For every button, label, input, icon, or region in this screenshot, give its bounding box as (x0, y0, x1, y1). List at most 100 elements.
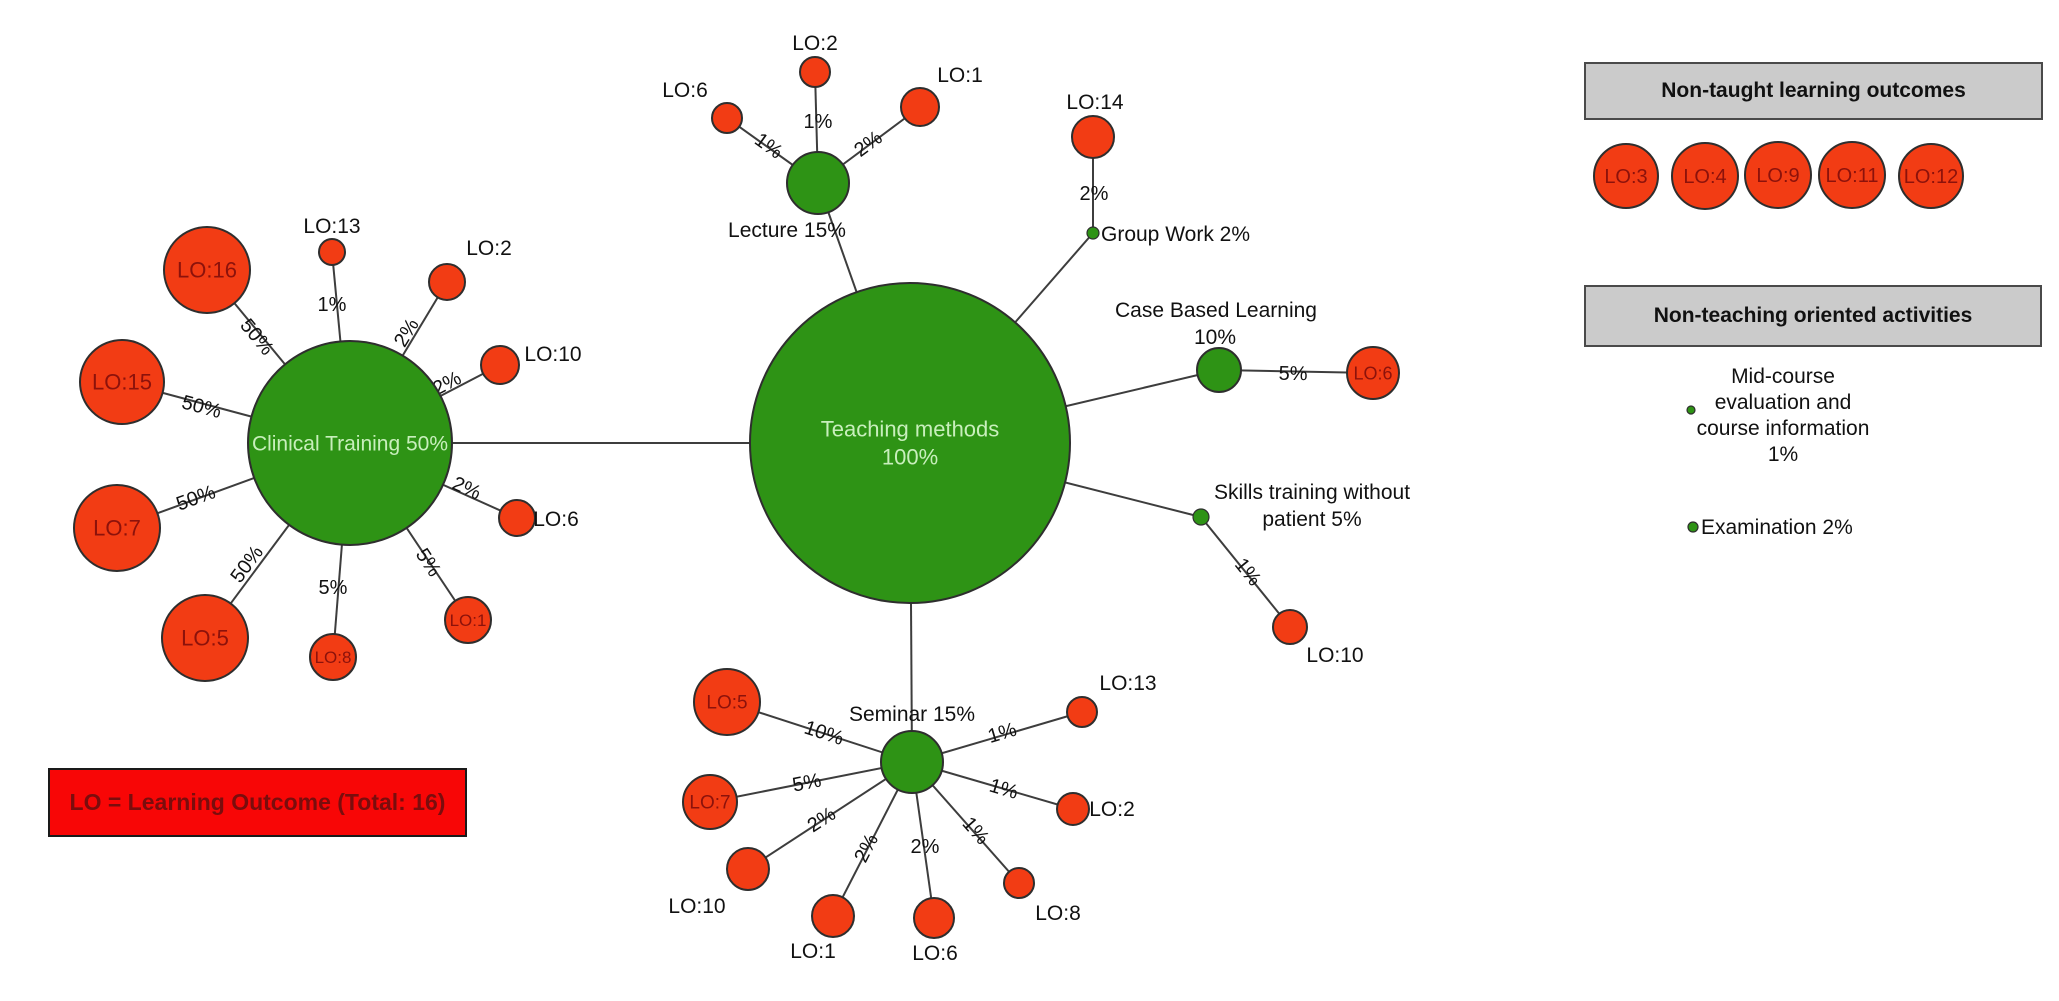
lo-legend-label: LO = Learning Outcome (Total: 16) (69, 789, 446, 815)
edge-seminar-s-lo7 (709, 761, 913, 803)
edge-label-seminar-s-lo10: 2% (804, 803, 840, 837)
node-inner-label-c-lo1: LO:1 (450, 611, 487, 630)
node-label-skills-0: Skills training without (1214, 481, 1410, 504)
node-label-l-lo1-0: LO:1 (937, 64, 983, 87)
node-label-skills-1: patient 5% (1262, 508, 1361, 531)
edge-label-clinical-c-lo8: 5% (319, 577, 348, 599)
node-exam (1687, 521, 1699, 533)
edge-label-seminar-s-lo13: 1% (985, 719, 1019, 748)
node-label-midcourse-0: Mid-course (1731, 365, 1835, 388)
node-s-lo5 (693, 668, 761, 736)
node-nt-lo12 (1898, 143, 1964, 209)
edge-label-seminar-s-lo5: 10% (801, 717, 846, 750)
node-s-lo8 (1003, 867, 1035, 899)
node-inner-label-s-lo7: LO:7 (689, 793, 730, 814)
node-clinical (247, 340, 453, 546)
edge-label-clinical-c-lo6: 2% (449, 473, 485, 505)
node-c-lo6 (498, 499, 536, 537)
node-label-lecture-0: Lecture 15% (728, 219, 846, 242)
node-skills (1192, 508, 1210, 526)
node-nt-lo11 (1818, 141, 1886, 209)
node-inner-label-cb-lo6: LO:6 (1353, 363, 1392, 383)
node-inner-label-nt-lo11: LO:11 (1826, 165, 1879, 187)
node-seminar (880, 730, 944, 794)
node-inner-label-c-lo16: LO:16 (177, 258, 237, 283)
node-l-lo2 (799, 56, 831, 88)
node-inner-label-c-lo8: LO:8 (315, 648, 352, 667)
node-label-midcourse-1: evaluation and (1715, 391, 1852, 414)
edge-label-groupwork-g-lo14: 2% (1080, 183, 1109, 205)
node-g-lo14 (1071, 115, 1115, 159)
node-s-lo13 (1066, 696, 1098, 728)
node-inner-label-c-lo5: LO:5 (181, 626, 229, 651)
edge-label-seminar-s-lo2: 1% (987, 775, 1021, 804)
node-s-lo1 (811, 894, 855, 938)
node-label-s-lo10-0: LO:10 (668, 895, 725, 918)
node-inner-label-nt-lo12: LO:12 (1904, 166, 1958, 188)
node-label-c-lo2-0: LO:2 (466, 237, 512, 260)
node-label-c-lo10-0: LO:10 (524, 343, 581, 366)
edge-label-clinical-c-lo13: 1% (318, 294, 347, 316)
node-c-lo16 (163, 226, 251, 314)
node-c-lo7 (73, 484, 161, 572)
non-teaching-activities-header: Non-teaching oriented activities (1584, 285, 2042, 347)
node-sk-lo10 (1272, 609, 1308, 645)
edge-label-seminar-s-lo1: 2% (850, 830, 883, 866)
node-c-lo8 (309, 633, 357, 681)
node-label-cbl-0: Case Based Learning (1115, 299, 1317, 322)
node-label-seminar-0: Seminar 15% (849, 703, 975, 726)
node-c-lo5 (161, 594, 249, 682)
node-inner-label-teaching: 100% (882, 445, 938, 470)
edge-seminar-s-lo10 (747, 761, 913, 870)
lo-legend-box: LO = Learning Outcome (Total: 16) (48, 768, 467, 837)
node-l-lo6 (711, 102, 743, 134)
edge-label-lecture-l-lo1: 2% (850, 127, 886, 162)
node-inner-label-c-lo7: LO:7 (93, 516, 141, 541)
node-cbl (1196, 347, 1242, 393)
node-inner-label-nt-lo4: LO:4 (1683, 166, 1726, 188)
node-nt-lo4 (1671, 142, 1739, 210)
node-inner-label-clinical: Clinical Training 50% (252, 432, 448, 455)
edge-label-clinical-c-lo7: 50% (173, 481, 218, 515)
node-label-g-lo14-0: LO:14 (1066, 91, 1124, 114)
node-label-s-lo6-0: LO:6 (912, 942, 958, 965)
node-nt-lo3 (1593, 143, 1659, 209)
node-label-midcourse-2: course information (1697, 417, 1870, 440)
node-label-groupwork-0: Group Work 2% (1101, 223, 1250, 246)
node-c-lo13 (318, 238, 346, 266)
node-c-lo2 (428, 263, 466, 301)
edge-label-clinical-c-lo2: 2% (390, 315, 424, 351)
node-label-sk-lo10-0: LO:10 (1306, 644, 1363, 667)
node-lecture (786, 151, 850, 215)
node-label-l-lo6-0: LO:6 (662, 79, 708, 102)
edge-label-cbl-cb-lo6: 5% (1278, 363, 1308, 386)
node-label-l-lo2-0: LO:2 (792, 32, 838, 55)
node-inner-label-s-lo5: LO:5 (706, 693, 747, 714)
node-inner-label-c-lo15: LO:15 (92, 370, 152, 395)
node-label-s-lo2-0: LO:2 (1089, 798, 1135, 821)
non-taught-outcomes-header: Non-taught learning outcomes (1584, 62, 2043, 120)
node-label-midcourse-3: 1% (1768, 443, 1798, 466)
node-c-lo10 (480, 345, 520, 385)
node-teaching (749, 282, 1071, 604)
node-inner-label-nt-lo9: LO:9 (1756, 165, 1799, 187)
edge-skills-sk-lo10 (1200, 516, 1291, 628)
edge-label-lecture-l-lo2: 1% (804, 111, 833, 133)
node-nt-lo9 (1744, 141, 1812, 209)
non-taught-outcomes-title: Non-taught learning outcomes (1661, 79, 1966, 102)
node-c-lo1 (444, 596, 492, 644)
node-s-lo6 (913, 897, 955, 939)
node-l-lo1 (900, 87, 940, 127)
node-label-s-lo13-0: LO:13 (1099, 672, 1156, 695)
node-label-c-lo13-0: LO:13 (303, 215, 360, 238)
node-inner-label-nt-lo3: LO:3 (1604, 166, 1647, 188)
edge-label-clinical-c-lo15: 50% (179, 391, 224, 423)
edge-label-seminar-s-lo7: 5% (791, 769, 824, 796)
edge-label-clinical-c-lo5: 50% (226, 542, 268, 587)
node-label-s-lo8-0: LO:8 (1035, 902, 1081, 925)
node-s-lo2 (1056, 792, 1090, 826)
non-teaching-activities-title: Non-teaching oriented activities (1653, 304, 1973, 327)
node-midcourse (1686, 405, 1696, 415)
